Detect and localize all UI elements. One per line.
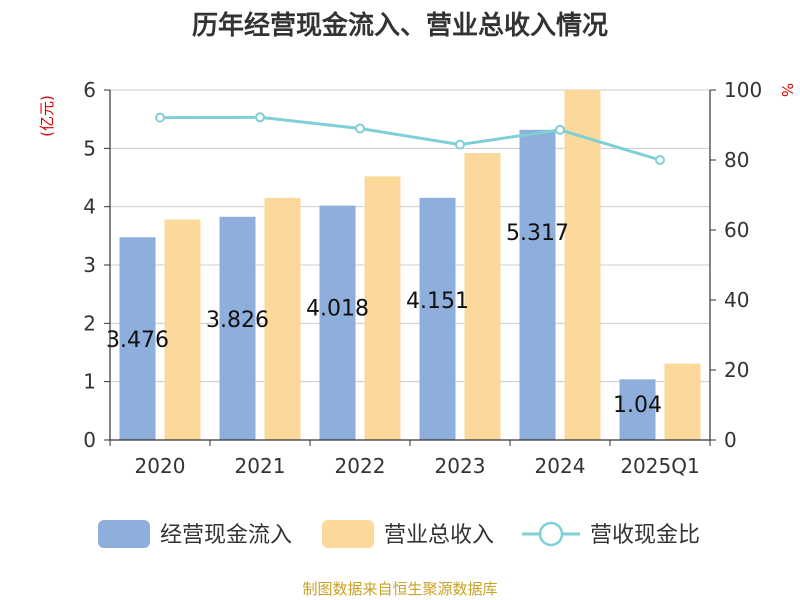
bar-经营现金流入 (519, 129, 556, 440)
data-label: 4.018 (306, 297, 369, 322)
x-tick-label: 2025Q1 (620, 454, 699, 478)
ratio-point (655, 155, 665, 165)
right-tick-label: 60 (724, 218, 749, 242)
ratio-point (255, 112, 265, 123)
bar-营业总收入 (364, 176, 401, 441)
legend-swatch-revenue (322, 520, 374, 548)
bar-营业总收入 (264, 197, 301, 440)
right-tick-label: 40 (724, 288, 749, 312)
data-labels-group: 3.476 3.826 4.018 4.151 5.317 1.04 (106, 221, 662, 418)
ratio-point (455, 139, 465, 150)
bar-经营现金流入 (319, 205, 356, 440)
ratio-point (155, 112, 165, 123)
bar-经营现金流入 (419, 197, 456, 440)
legend-marker-ratio (538, 521, 564, 547)
bar-营业总收入 (564, 90, 601, 440)
ratio-line-group (155, 112, 665, 165)
right-tick-label: 100 (724, 78, 762, 102)
left-tick-label: 2 (83, 311, 96, 335)
data-label: 4.151 (406, 289, 469, 314)
x-tick-label: 2024 (535, 454, 586, 478)
bar-营业总收入 (164, 219, 201, 440)
x-tick-label: 2021 (235, 454, 286, 478)
bar-经营现金流入 (219, 216, 256, 440)
ratio-point (355, 123, 365, 134)
legend-swatch-cash (98, 520, 150, 548)
x-tick-label: 2020 (135, 454, 186, 478)
grid-lines (110, 89, 710, 383)
legend: 经营现金流入 营业总收入 营收现金比 (98, 520, 700, 548)
data-label: 3.826 (206, 308, 269, 333)
data-label: 5.317 (506, 221, 569, 246)
left-tick-label: 6 (83, 78, 96, 102)
bars-group (119, 90, 701, 441)
right-axis-unit: % (778, 83, 796, 97)
left-tick-label: 0 (83, 428, 96, 452)
data-label: 1.04 (613, 393, 662, 418)
ratio-line (159, 115, 661, 162)
bar-经营现金流入 (619, 379, 656, 440)
left-axis-unit: (亿元) (38, 95, 56, 137)
bar-营业总收入 (464, 153, 501, 440)
legend-label: 经营现金流入 (160, 523, 292, 548)
data-label: 3.476 (106, 328, 169, 353)
bar-经营现金流入 (119, 237, 156, 440)
chart-title: 历年经营现金流入、营业总收入情况 (192, 10, 608, 41)
source-note: 制图数据来自恒生聚源数据库 (302, 580, 497, 598)
left-tick-label: 4 (83, 195, 96, 219)
right-tick-label: 80 (724, 148, 749, 172)
right-tick-label: 20 (724, 358, 749, 382)
bar-营业总收入 (664, 363, 701, 440)
left-tick-label: 5 (83, 136, 96, 160)
legend-label: 营收现金比 (590, 523, 700, 548)
left-tick-label: 1 (83, 370, 96, 394)
left-tick-label: 3 (83, 253, 96, 277)
legend-label: 营业总收入 (384, 523, 494, 548)
x-tick-label: 2023 (435, 454, 486, 478)
right-tick-label: 0 (724, 428, 737, 452)
ratio-point (555, 124, 565, 135)
x-tick-label: 2022 (335, 454, 386, 478)
